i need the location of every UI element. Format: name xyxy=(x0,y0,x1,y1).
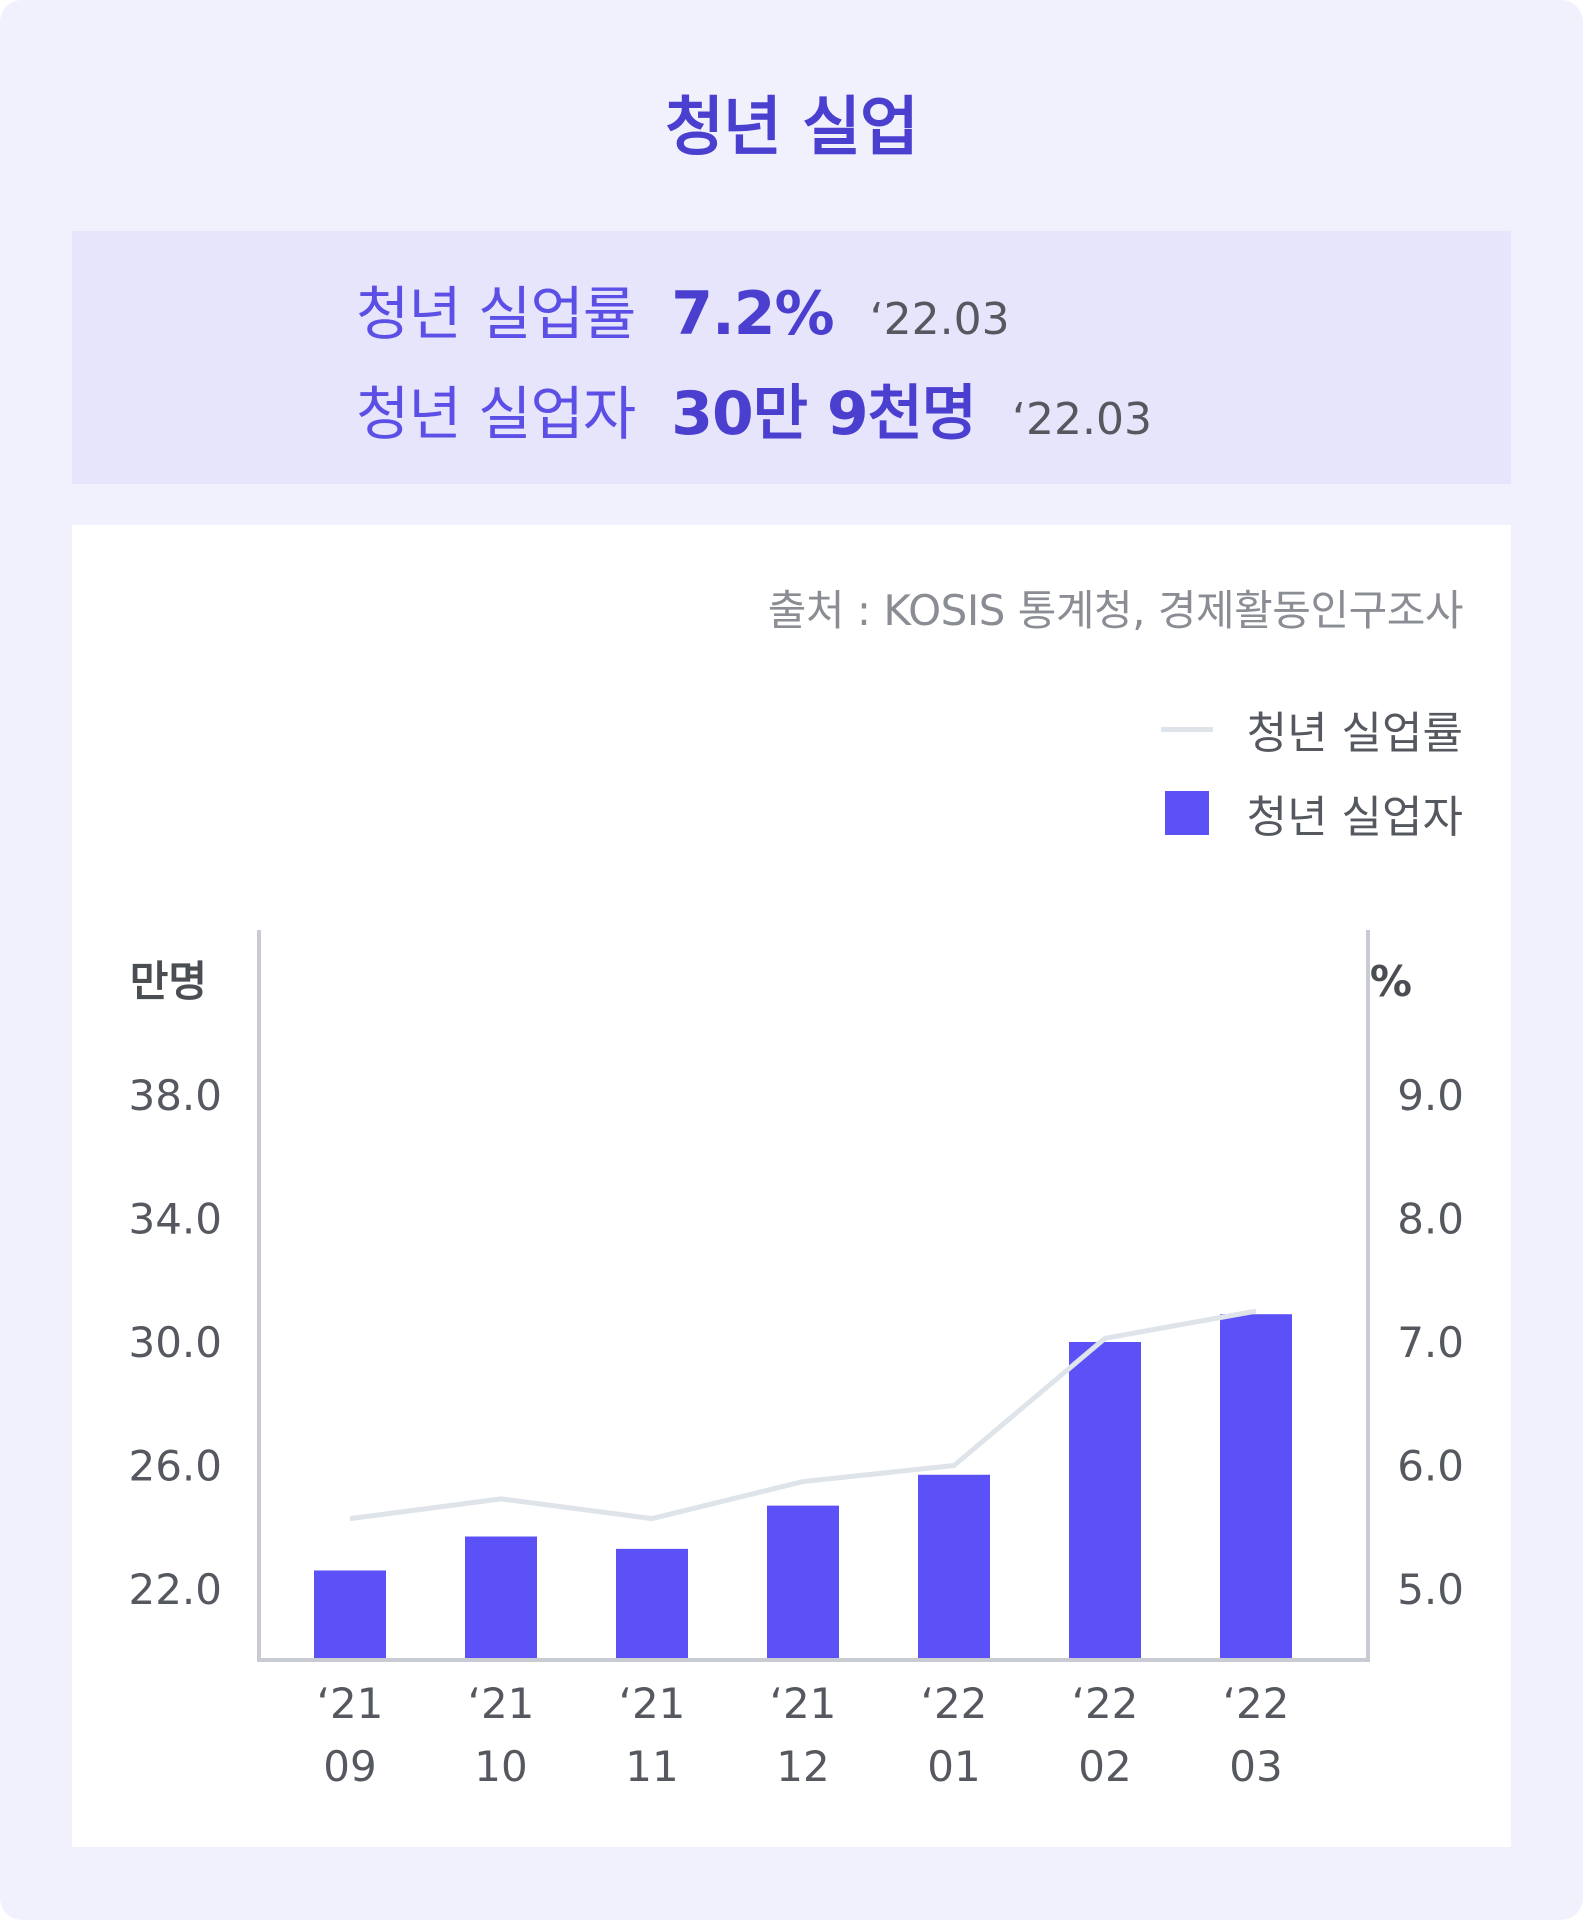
y-left-tick-label: 30.0 xyxy=(128,1318,222,1367)
y-left-tick-label: 34.0 xyxy=(128,1195,222,1244)
page-title: 청년 실업 xyxy=(665,91,919,165)
x-tick-label-month: 02 xyxy=(1078,1742,1131,1791)
x-tick-label-month: 12 xyxy=(776,1742,829,1791)
y-right-tick-label: 7.0 xyxy=(1397,1318,1464,1367)
summary-box: 청년 실업률 7.2% ‘22.03 청년 실업자 30만 9천명 ‘22.03 xyxy=(72,231,1511,484)
x-tick-label-month: 01 xyxy=(927,1742,980,1791)
rate-label: 청년 실업률 xyxy=(356,280,636,348)
y-axis-left-unit: 만명 xyxy=(130,957,207,1006)
source-note: 출처 : KOSIS 통계청, 경제활동인구조사 xyxy=(767,586,1464,635)
bar xyxy=(1220,1314,1292,1658)
chart-panel: 출처 : KOSIS 통계청, 경제활동인구조사 청년 실업률 청년 실업자 만… xyxy=(72,525,1511,1847)
legend-line-marker xyxy=(1160,726,1213,732)
x-tick-label-year: ‘22 xyxy=(1223,1679,1290,1728)
rate-date: ‘22.03 xyxy=(869,294,1010,345)
rate-value: 7.2% xyxy=(671,279,834,349)
y-left-tick-label: 26.0 xyxy=(128,1442,222,1491)
count-value: 30만 9천명 xyxy=(671,379,977,449)
x-tick-label-year: ‘21 xyxy=(770,1679,837,1728)
x-tick-label-year: ‘22 xyxy=(921,1679,988,1728)
x-tick-label-month: 11 xyxy=(625,1742,678,1791)
x-tick-label-year: ‘22 xyxy=(1072,1679,1139,1728)
count-stat: 청년 실업자 30만 9천명 ‘22.03 xyxy=(356,365,1152,452)
bar xyxy=(1069,1342,1141,1658)
count-date: ‘22.03 xyxy=(1011,394,1152,445)
x-tick-label-month: 03 xyxy=(1229,1742,1282,1791)
legend-label-count: 청년 실업자 xyxy=(1246,792,1463,843)
legend-item-rate: 청년 실업률 xyxy=(1160,697,1463,761)
x-tick-label-year: ‘21 xyxy=(317,1679,384,1728)
bar xyxy=(918,1474,990,1658)
x-tick-label-year: ‘21 xyxy=(619,1679,686,1728)
count-label: 청년 실업자 xyxy=(356,380,636,448)
x-tick-label-month: 09 xyxy=(323,1742,376,1791)
x-tick-label-year: ‘21 xyxy=(468,1679,535,1728)
bar xyxy=(465,1536,537,1658)
x-tick-label-month: 10 xyxy=(474,1742,527,1791)
y-right-tick-label: 9.0 xyxy=(1397,1071,1464,1120)
y-right-tick-label: 6.0 xyxy=(1397,1442,1464,1491)
bar xyxy=(314,1570,386,1658)
rate-stat: 청년 실업률 7.2% ‘22.03 xyxy=(356,267,1010,351)
bar xyxy=(767,1505,839,1658)
bar xyxy=(616,1548,688,1658)
legend-label-rate: 청년 실업률 xyxy=(1246,708,1463,759)
legend-item-count: 청년 실업자 xyxy=(1161,781,1463,845)
y-right-tick-label: 5.0 xyxy=(1397,1565,1464,1614)
y-left-tick-label: 38.0 xyxy=(128,1071,222,1120)
legend-box-marker xyxy=(1164,791,1209,835)
y-right-tick-label: 8.0 xyxy=(1397,1195,1464,1244)
combo-chart: 만명 % 38.0 34.0 30.0 26.0 22.0 9.0 8.0 7.0 6.0 5.0 ‘2… xyxy=(128,930,1464,1791)
y-left-tick-label: 22.0 xyxy=(128,1565,222,1614)
y-axis-right-unit: % xyxy=(1370,957,1412,1006)
